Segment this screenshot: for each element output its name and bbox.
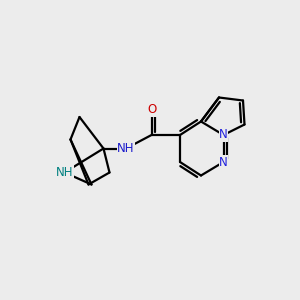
Text: N: N [219,155,228,169]
Text: NH: NH [56,166,73,179]
Text: NH: NH [117,142,135,155]
Text: O: O [147,103,156,116]
Text: N: N [219,128,228,142]
